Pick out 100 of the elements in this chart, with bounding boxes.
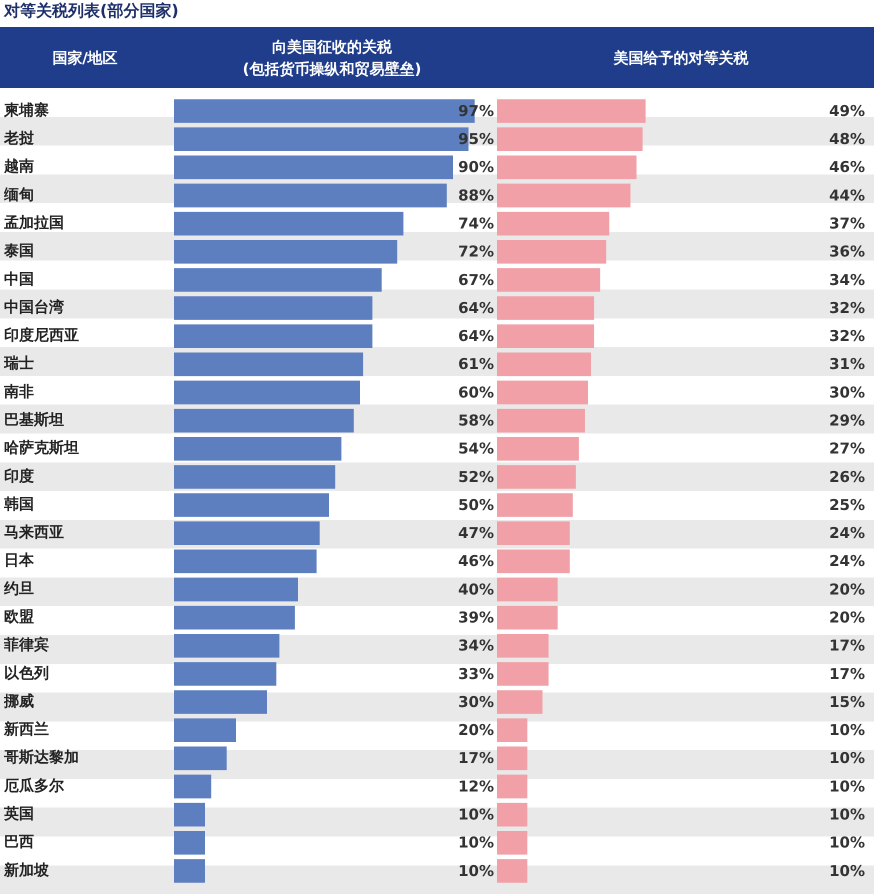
y-tick-label: 巴基斯坦: [4, 410, 64, 429]
bar: [497, 212, 610, 236]
bar: [497, 662, 549, 686]
bar: [497, 830, 528, 855]
y-tick-label: 缅甸: [3, 185, 34, 204]
data-label: 10%: [458, 862, 494, 880]
bar: [497, 436, 579, 461]
bar: [497, 99, 646, 123]
bar: [497, 550, 570, 574]
bar: [174, 802, 205, 826]
y-axis-title: 国家/地区: [51, 48, 119, 68]
data-label: 10%: [829, 834, 865, 852]
bar: [174, 184, 447, 208]
bar: [497, 774, 528, 798]
data-label: 10%: [458, 834, 494, 852]
bar: [497, 268, 600, 292]
data-label: 24%: [829, 552, 865, 570]
data-label: 10%: [829, 777, 865, 796]
data-label: 47%: [458, 524, 494, 542]
x-axis-title: 美国给予的对等关税: [612, 48, 750, 68]
bar: [174, 493, 329, 517]
data-label: 30%: [458, 692, 494, 711]
bar: [174, 859, 205, 883]
data-label: 32%: [829, 298, 865, 317]
bar: [174, 352, 364, 376]
data-label: 67%: [458, 270, 494, 289]
bar: [497, 408, 585, 432]
data-label: 48%: [829, 130, 865, 148]
data-label: 10%: [458, 806, 494, 824]
y-tick-label: 中国台湾: [4, 298, 64, 316]
data-label: 17%: [829, 664, 865, 683]
bar: [174, 212, 404, 236]
y-tick-label: 巴西: [4, 832, 34, 851]
chart-title: 对等关税列表(部分国家): [4, 1, 179, 22]
data-label: 10%: [829, 721, 865, 740]
bar: [497, 465, 576, 489]
y-tick-label: 越南: [3, 157, 34, 176]
data-label: 10%: [829, 862, 865, 880]
bar: [497, 606, 558, 630]
bar: [497, 690, 542, 714]
y-tick-label: 柬埔寨: [3, 100, 49, 119]
data-label: 17%: [829, 636, 865, 655]
bar: [497, 718, 528, 742]
y-tick-label: 印度尼西亚: [4, 326, 79, 344]
y-tick-label: 中国: [4, 270, 34, 288]
bar: [497, 634, 549, 658]
bar: [497, 859, 528, 883]
bar: [174, 436, 342, 461]
data-label: 46%: [829, 158, 865, 176]
data-label: 37%: [829, 214, 865, 233]
bar: [174, 465, 336, 489]
data-label: 20%: [829, 608, 865, 627]
bar: [174, 746, 227, 770]
data-label: 72%: [458, 242, 494, 261]
y-tick-label: 哈萨克斯坦: [4, 438, 79, 457]
bar: [174, 380, 360, 404]
data-label: 32%: [829, 327, 865, 346]
bar: [174, 268, 382, 292]
data-label: 24%: [829, 524, 865, 542]
bar: [497, 746, 528, 770]
bar: [174, 156, 453, 180]
y-tick-label: 马来西亚: [4, 523, 64, 542]
bar: [174, 606, 295, 630]
y-tick-label: 南非: [3, 382, 34, 400]
data-label: 49%: [829, 102, 865, 120]
bar: [497, 352, 592, 376]
bar: [174, 830, 205, 855]
y-tick-label: 新加坡: [3, 860, 50, 879]
bar: [174, 578, 298, 602]
bar: [497, 127, 643, 152]
data-label: 33%: [458, 664, 494, 683]
bar: [497, 240, 606, 264]
y-tick-label: 挪威: [3, 692, 34, 710]
y-tick-label: 欧盟: [4, 608, 34, 626]
bar: [174, 240, 398, 264]
bar: [497, 156, 637, 180]
bar: [174, 408, 354, 432]
data-label: 74%: [458, 214, 494, 233]
data-label: 54%: [458, 440, 494, 458]
data-label: 90%: [458, 158, 494, 176]
data-label: 31%: [829, 355, 865, 374]
data-label: 46%: [458, 552, 494, 570]
data-label: 60%: [458, 383, 494, 402]
data-label: 17%: [458, 749, 494, 768]
bar: [497, 324, 594, 348]
y-tick-label: 日本: [4, 551, 35, 570]
y-tick-label: 孟加拉国: [3, 214, 64, 232]
bar: [174, 774, 212, 798]
y-tick-label: 新西兰: [3, 720, 49, 738]
data-label: 52%: [458, 468, 494, 486]
data-label: 64%: [458, 327, 494, 346]
y-tick-label: 老挝: [3, 129, 35, 148]
data-label: 44%: [829, 186, 865, 204]
data-label: 61%: [458, 355, 494, 374]
data-label: 25%: [829, 496, 865, 514]
y-tick-label: 韩国: [3, 494, 34, 513]
data-label: 39%: [458, 608, 494, 627]
bar: [174, 690, 267, 714]
data-label: 20%: [829, 580, 865, 598]
bar: [497, 493, 573, 517]
